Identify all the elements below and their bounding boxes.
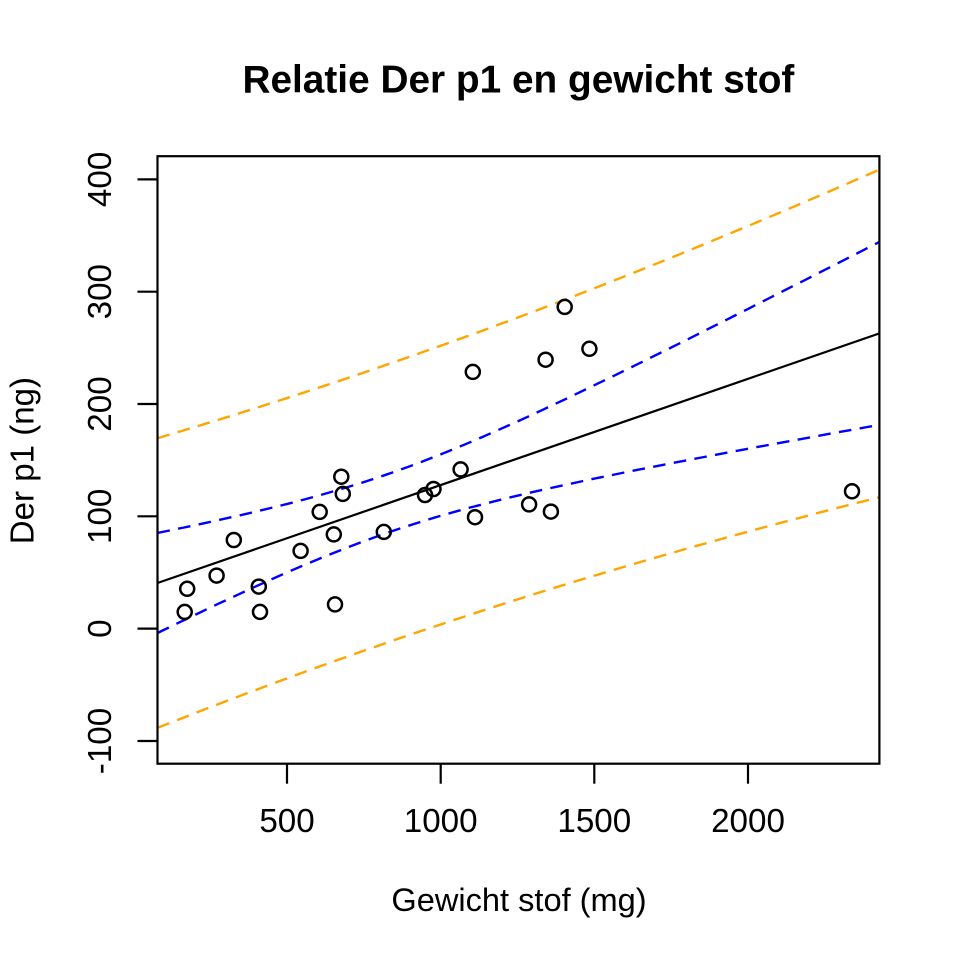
svg-text:100: 100 — [82, 489, 119, 544]
svg-text:Der p1 (ng): Der p1 (ng) — [5, 377, 42, 544]
svg-text:Gewicht stof (mg): Gewicht stof (mg) — [391, 881, 646, 918]
svg-text:0: 0 — [82, 619, 119, 637]
svg-text:1000: 1000 — [404, 803, 478, 840]
svg-text:300: 300 — [82, 264, 119, 319]
svg-text:2000: 2000 — [711, 803, 785, 840]
svg-text:1500: 1500 — [557, 803, 631, 840]
svg-text:400: 400 — [82, 152, 119, 207]
svg-text:500: 500 — [259, 803, 314, 840]
svg-text:-100: -100 — [82, 708, 119, 774]
svg-text:Relatie Der p1 en gewicht stof: Relatie Der p1 en gewicht stof — [242, 59, 794, 102]
svg-text:200: 200 — [82, 376, 119, 431]
